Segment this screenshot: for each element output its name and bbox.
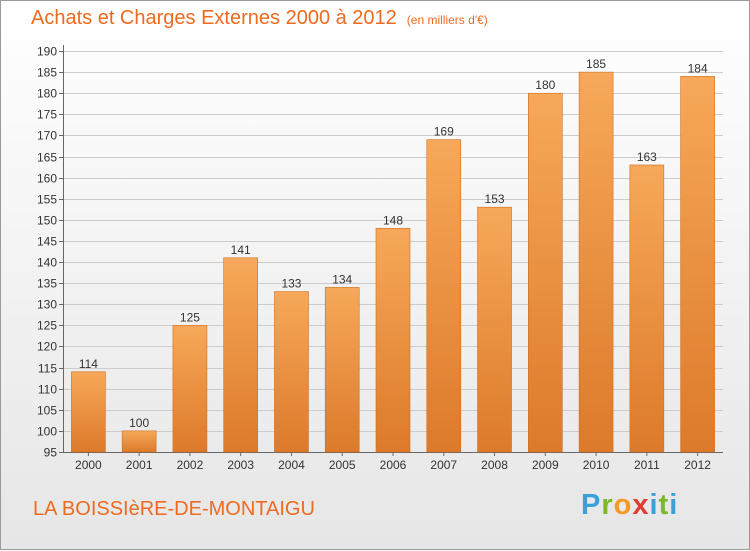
data-label-2000: 114 [79, 357, 98, 371]
y-tick-label: 145 [37, 235, 57, 249]
x-tick-label-2011: 2011 [634, 458, 660, 472]
data-label-2008: 153 [485, 192, 505, 206]
x-tick-label-2001: 2001 [126, 458, 153, 472]
data-label-2009: 180 [535, 78, 555, 92]
x-tick-label-2000: 2000 [75, 458, 102, 472]
y-tick-labels: 95 100 105 110 115 120 125 130 135 140 145 150 155 16… [37, 45, 63, 460]
x-tick-label-2002: 2002 [177, 458, 204, 472]
logo-letter: t [658, 489, 670, 521]
data-label-2010: 185 [586, 57, 606, 71]
y-tick-label: 100 [37, 425, 57, 439]
bar-2009 [528, 92, 563, 453]
y-tick-label: 135 [37, 277, 57, 291]
x-tick-label-2006: 2006 [380, 458, 407, 472]
bar-2010 [578, 71, 614, 453]
y-tick-label: 115 [38, 362, 57, 376]
y-tick-label: 110 [38, 383, 57, 397]
logo-letter: i [669, 489, 679, 521]
data-label-2011: 163 [637, 150, 657, 164]
bar-2000 [71, 371, 106, 453]
bar-2004 [274, 291, 309, 453]
data-label-2007: 169 [434, 125, 454, 139]
x-tick-label-2012: 2012 [684, 458, 711, 472]
x-tick-label-2007: 2007 [430, 458, 457, 472]
y-tick-label: 140 [37, 256, 57, 270]
data-label-2002: 125 [180, 310, 200, 324]
y-tick-label: 130 [37, 298, 57, 312]
y-tick-label: 95 [44, 446, 58, 460]
data-label-2003: 141 [231, 243, 251, 257]
data-label-2004: 133 [281, 277, 301, 291]
bar-2005 [324, 287, 360, 453]
y-tick-label: 190 [37, 45, 57, 59]
data-labels: 114 100 125 141 133 134 148 169 153 180 185 163 184 [79, 57, 708, 430]
x-tick-label-2008: 2008 [481, 458, 508, 472]
y-tick-label: 150 [37, 214, 57, 228]
y-tick-label: 125 [37, 319, 57, 333]
bar-2003 [223, 257, 258, 453]
proxiti-logo: Proxiti [581, 489, 678, 522]
logo-letter: x [632, 489, 650, 521]
bar-2002 [172, 325, 208, 453]
x-tick-label-2004: 2004 [278, 458, 305, 472]
logo-letter: o [613, 489, 633, 521]
data-label-2001: 100 [129, 416, 149, 430]
data-label-2012: 184 [688, 61, 708, 75]
y-tick-label: 175 [37, 108, 57, 122]
data-label-2006: 148 [383, 213, 403, 227]
x-tick-label-2003: 2003 [227, 458, 254, 472]
logo-letter: i [649, 489, 659, 521]
x-tick-labels: 2000 2001 2002 2003 2004 2005 2006 2007 2008 2009… [75, 452, 711, 472]
y-tick-label: 105 [37, 404, 57, 418]
x-tick-label-2009: 2009 [532, 458, 559, 472]
x-tick-label-2005: 2005 [329, 458, 356, 472]
chart-title-text: Achats et Charges Externes 2000 à 2012 [31, 7, 397, 29]
bar-2006 [375, 227, 411, 453]
bar-2011 [629, 164, 665, 453]
x-tick-label-2010: 2010 [583, 458, 610, 472]
logo-letter: P [581, 489, 602, 521]
chart-title: Achats et Charges Externes 2000 à 2012 (e… [31, 7, 488, 30]
bar-2008 [477, 206, 512, 453]
logo-letter: r [601, 489, 614, 521]
bars [71, 71, 715, 453]
bar-2001 [121, 430, 157, 453]
y-tick-label: 155 [37, 193, 57, 207]
y-tick-label: 165 [37, 151, 57, 165]
y-tick-label: 185 [37, 66, 57, 80]
commune-name: LA BOISSIèRE-DE-MONTAIGU [33, 498, 315, 520]
chart-subtitle: (en milliers d'€) [406, 13, 488, 27]
y-tick-label: 170 [37, 129, 57, 143]
data-label-2005: 134 [332, 272, 352, 286]
bar-2007 [426, 139, 462, 453]
y-tick-label: 120 [37, 340, 57, 354]
y-tick-label: 160 [37, 172, 57, 186]
y-tick-label: 180 [37, 87, 57, 101]
bar-2012 [680, 76, 715, 453]
